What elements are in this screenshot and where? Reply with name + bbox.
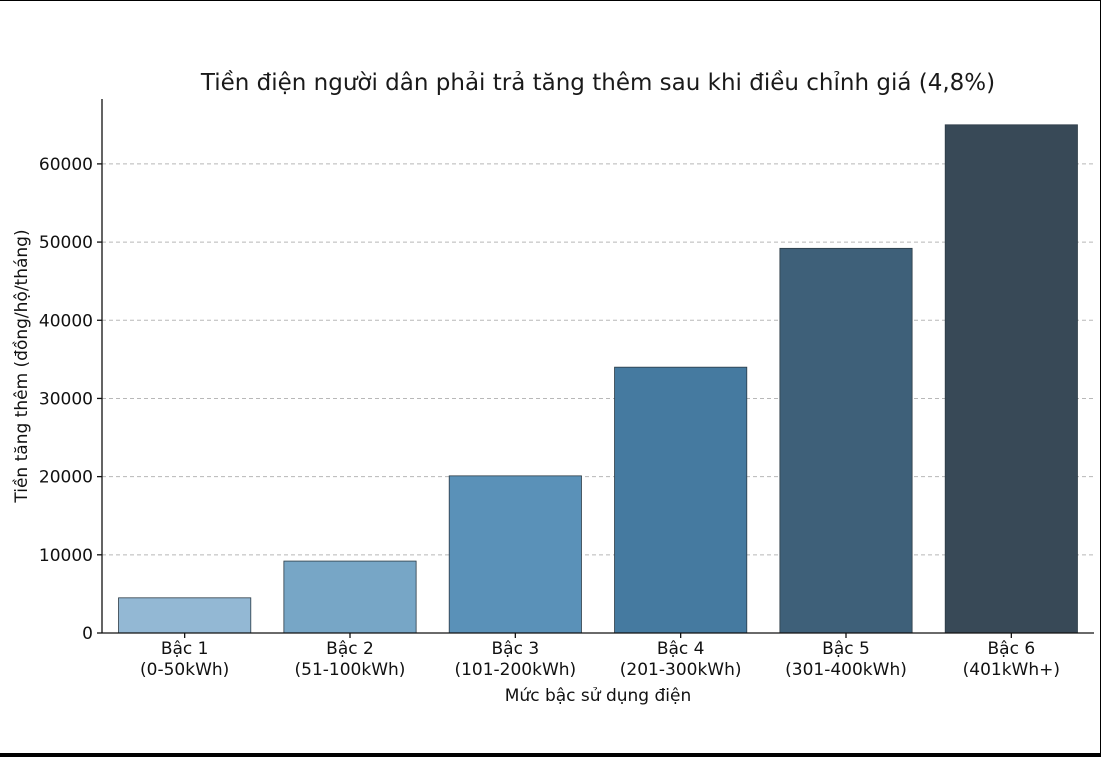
x-tick-label-line: Bậc 5 <box>822 639 870 659</box>
x-tick-label: Bậc 3 (101-200kWh) <box>454 639 576 680</box>
x-tick-label: Bậc 6 (401kWh+) <box>963 639 1060 680</box>
bar-4 <box>614 366 748 634</box>
x-tick-label-line: (51-100kWh) <box>295 660 406 680</box>
y-tick-label: 60000 <box>39 155 93 175</box>
axes <box>101 99 1094 634</box>
y-tick-label: 20000 <box>39 468 93 488</box>
x-tick-label-line: Bậc 3 <box>492 639 540 659</box>
x-tick-label-line: (101-200kWh) <box>454 660 576 680</box>
y-axis-label: Tiền tăng thêm (đồng/hộ/tháng) <box>11 229 32 503</box>
bar-5 <box>779 247 913 634</box>
x-tick-label-line: (401kWh+) <box>963 660 1060 680</box>
chart-title: Tiền điện người dân phải trả tăng thêm s… <box>200 70 995 96</box>
x-tick-label: Bậc 2 (51-100kWh) <box>295 639 406 680</box>
x-axis-label: Mức bậc sử dụng điện <box>505 686 691 706</box>
x-tick-label-line: Bậc 1 <box>161 639 209 659</box>
grid-lines <box>102 163 1094 556</box>
bars <box>118 124 1078 634</box>
y-tick-label: 0 <box>82 624 93 644</box>
x-tick-label-line: (201-300kWh) <box>620 660 742 680</box>
x-tick-label-line: (0-50kWh) <box>140 660 229 680</box>
y-tick-label: 30000 <box>39 389 93 409</box>
bar-6 <box>944 124 1078 634</box>
bar-3 <box>448 475 582 634</box>
x-tick-label: Bậc 1 (0-50kWh) <box>140 639 229 680</box>
x-tick-label-line: Bậc 4 <box>657 639 705 659</box>
y-tick-labels: 0 10000 20000 30000 40000 50000 60000 <box>39 155 102 644</box>
bar-2 <box>283 560 417 634</box>
x-tick-label-line: (301-400kWh) <box>785 660 907 680</box>
y-tick-label: 40000 <box>39 311 93 331</box>
y-tick-label: 50000 <box>39 233 93 253</box>
x-tick-label: Bậc 5 (301-400kWh) <box>785 639 907 680</box>
x-tick-label: Bậc 4 (201-300kWh) <box>620 639 742 680</box>
x-tick-label-line: Bậc 2 <box>326 639 374 659</box>
y-tick-label: 10000 <box>39 546 93 566</box>
bar-1 <box>118 597 252 634</box>
x-tick-labels: Bậc 1 (0-50kWh) Bậc 2 (51-100kWh) Bậc 3 (101-… <box>140 633 1060 680</box>
x-tick-label-line: Bậc 6 <box>988 639 1036 659</box>
